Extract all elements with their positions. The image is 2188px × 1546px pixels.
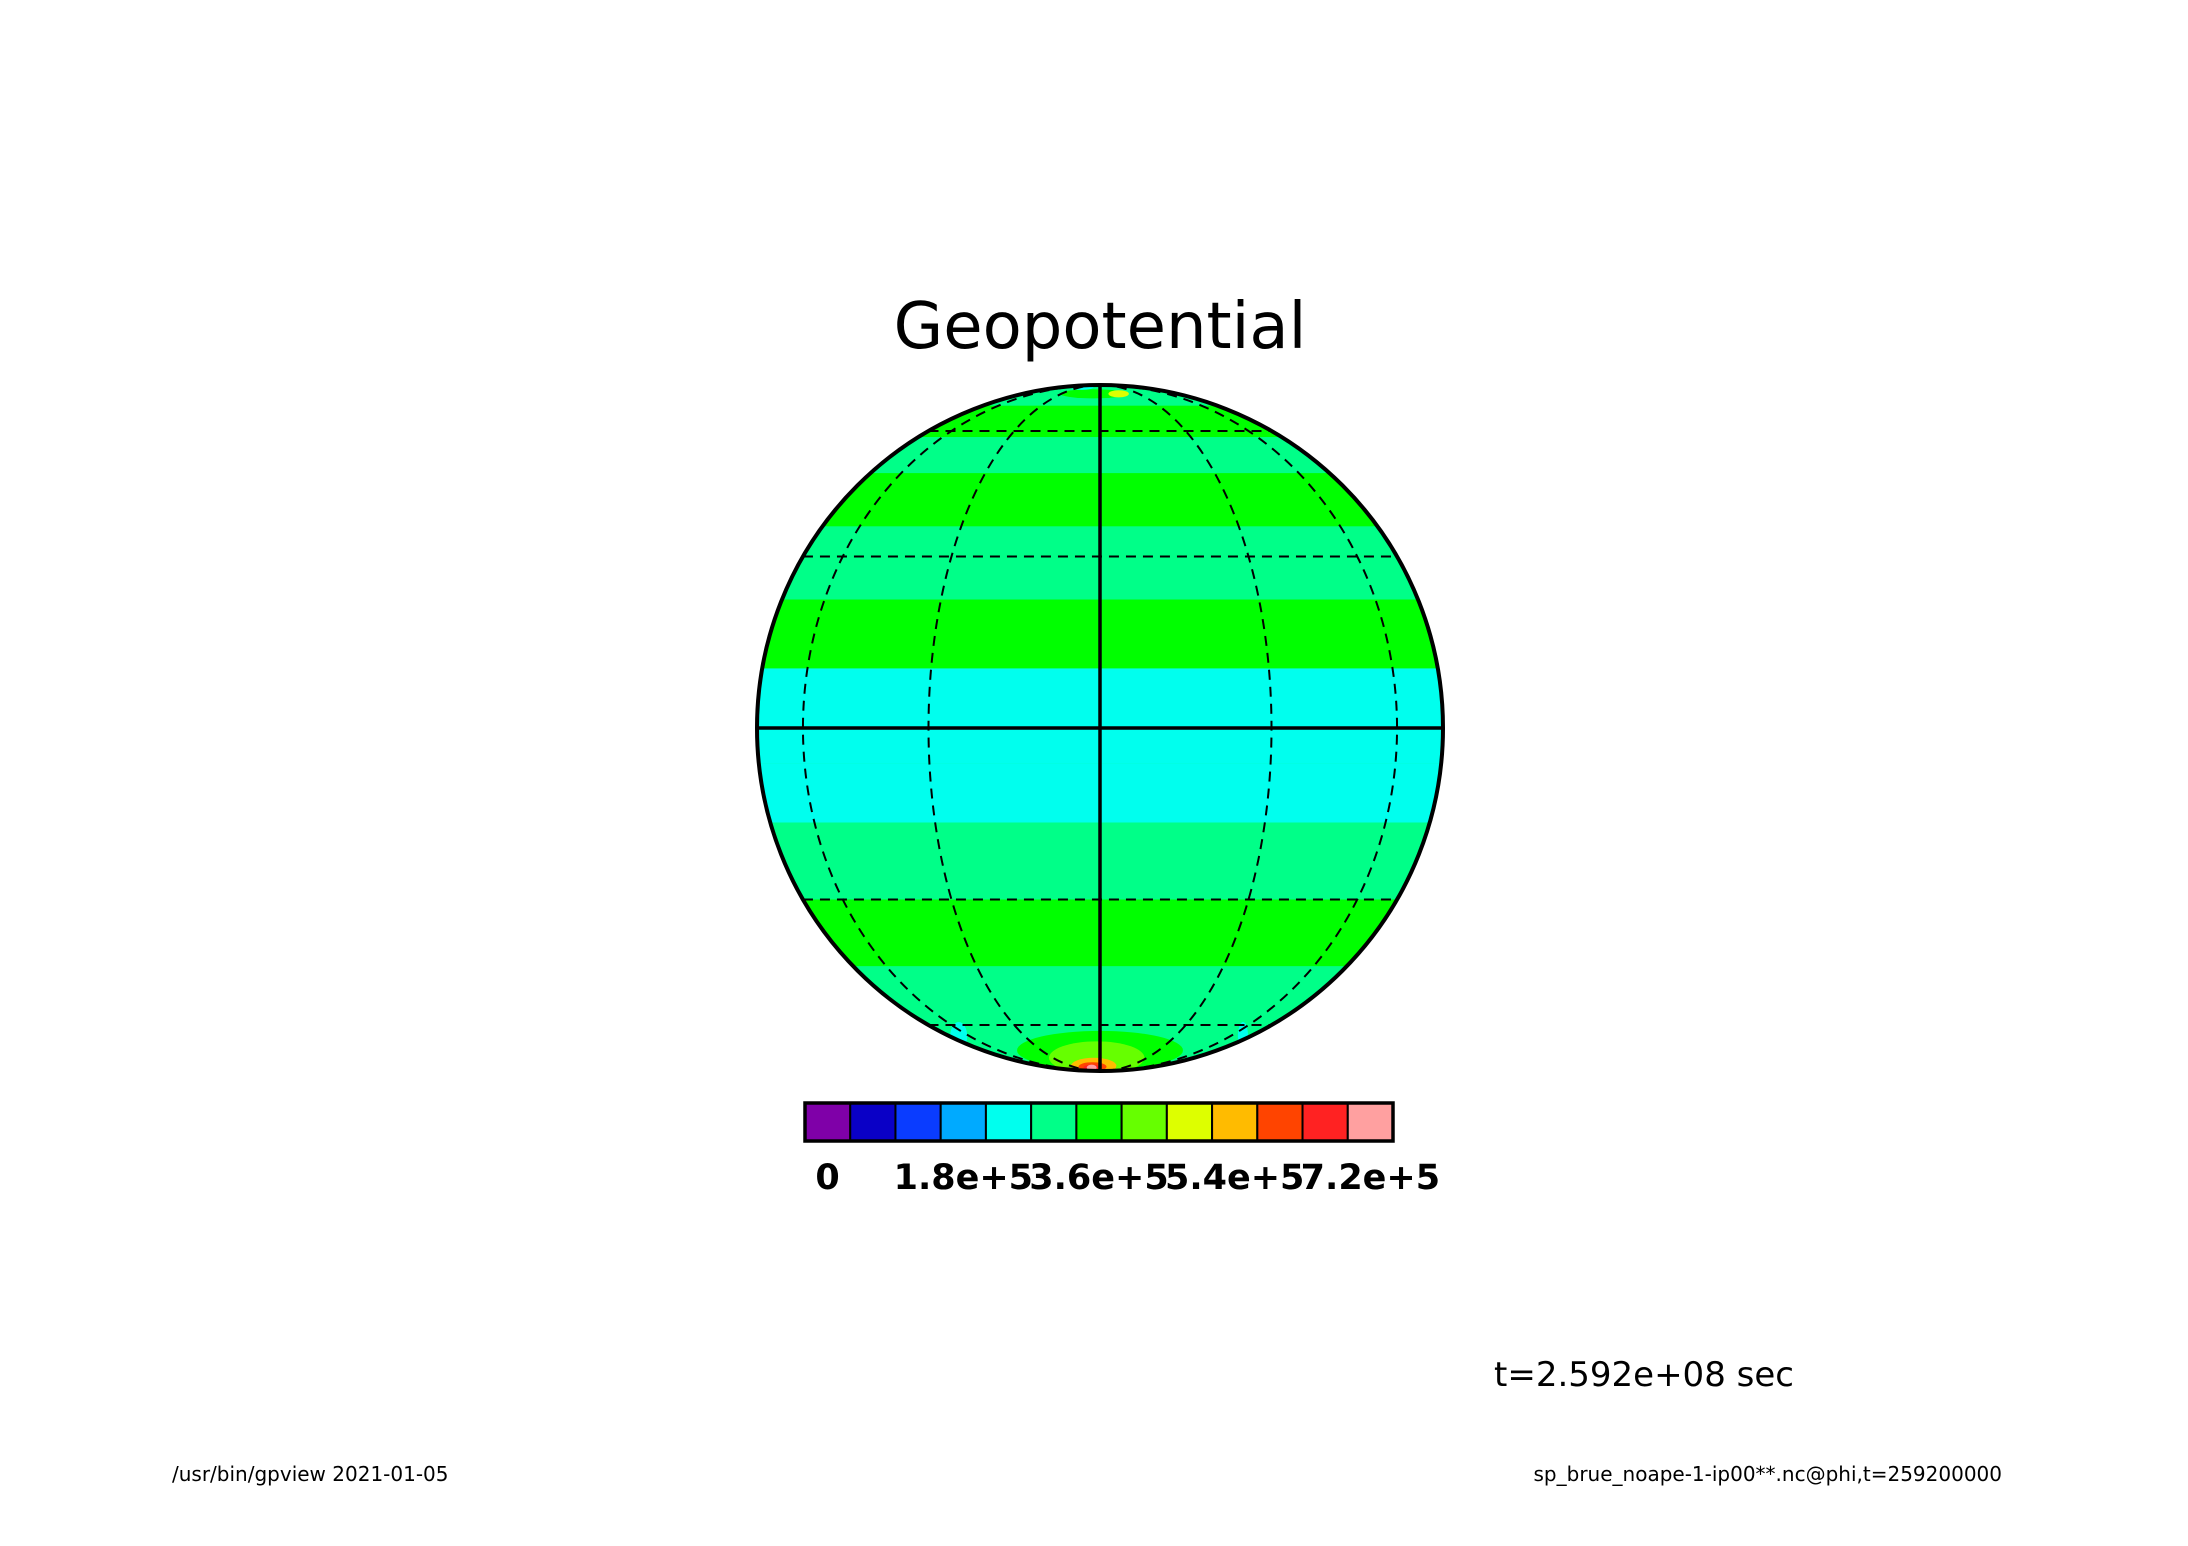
colorbar-swatch: [1301, 1102, 1349, 1142]
globe-outline: [755, 383, 1445, 1073]
colorbar-swatch: [984, 1102, 1033, 1142]
colorbar-swatch: [849, 1102, 897, 1142]
colorbar-swatch: [1120, 1102, 1168, 1142]
field-anomaly: [1060, 389, 1127, 399]
colorbar-swatch: [1075, 1102, 1123, 1142]
colorbar-tick-label: 1.8e+5: [894, 1158, 1033, 1198]
colorbar-tick-label: 3.6e+5: [1029, 1158, 1168, 1198]
colorbar-swatch: [1256, 1102, 1304, 1142]
meridian-line: [1099, 385, 1399, 1071]
field-anomaly: [1108, 390, 1129, 398]
colorbar-tick-label: 0: [815, 1158, 839, 1198]
colorbar-frame: [803, 1101, 1395, 1143]
time-label: t=2.592e+08 sec: [1494, 1355, 1794, 1395]
plot-title: Geopotential: [894, 290, 1307, 364]
colorbar: 0 1.8e+53.6e+55.4e+57.2e+5: [803, 1101, 1440, 1198]
colorbar-swatch: [894, 1102, 942, 1142]
colorbar-tick-label: 7.2e+5: [1301, 1158, 1440, 1198]
colorbar-swatch: [1211, 1102, 1259, 1142]
meridian-line: [801, 385, 1101, 1071]
colorbar-swatch: [1165, 1102, 1214, 1142]
footer-right: sp_brue_noape-1-ip00**.nc@phi,t=25920000…: [1534, 1462, 2002, 1486]
footer-left: /usr/bin/gpview 2021-01-05: [172, 1462, 449, 1486]
colorbar-swatch: [1030, 1102, 1078, 1142]
colorbar-swatch: [804, 1102, 852, 1142]
globe-map: [755, 383, 1445, 1073]
colorbar-tick-label: 5.4e+5: [1165, 1158, 1304, 1198]
colorbar-swatch: [1346, 1102, 1395, 1142]
colorbar-swatch: [939, 1102, 987, 1142]
